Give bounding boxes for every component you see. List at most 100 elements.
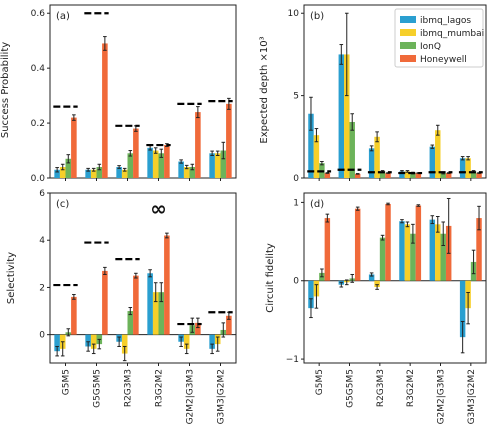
bar-ionq-r3g2m2 bbox=[158, 292, 165, 335]
bar-ionq-g5g5m5 bbox=[349, 121, 355, 178]
bar-honeywell-r3g2m2 bbox=[164, 145, 170, 178]
bar-ibmq-lagos-r2g3m3 bbox=[116, 167, 122, 178]
y-tick-label: 0 bbox=[293, 174, 299, 184]
bar-ibmq-mumbai-g5g5m5 bbox=[344, 54, 350, 178]
bar-ibmq-lagos-g2m2-g3m3 bbox=[429, 219, 436, 281]
y-axis-label: Selectivity bbox=[6, 252, 17, 304]
y-tick-label: 0.4 bbox=[31, 64, 46, 74]
y-tick-label: 5 bbox=[293, 92, 299, 102]
x-tick-label-r2g3m3: R2G3M3 bbox=[124, 369, 134, 407]
bar-ibmq-lagos-g3m3-g2m2 bbox=[459, 158, 466, 178]
bar-ibmq-mumbai-g3m3-g2m2 bbox=[214, 153, 221, 178]
x-tick-label-g5g5m5: G5G5M5 bbox=[93, 369, 103, 408]
y-axis-label: Circuit fidelity bbox=[265, 243, 276, 313]
bar-ibmq-lagos-r3g2m2 bbox=[399, 171, 405, 178]
plot-frame bbox=[49, 4, 237, 179]
bar-ibmq-mumbai-r3g2m2 bbox=[404, 171, 411, 178]
x-tick-label-g3m3-g2m2: G3M3|G2M2 bbox=[467, 369, 477, 424]
bar-honeywell-r3g2m2 bbox=[415, 205, 422, 281]
bar-ibmq-lagos-g5g5m5 bbox=[338, 54, 345, 178]
bar-ionq-g5g5m5 bbox=[96, 167, 103, 178]
bar-ibmq-lagos-g5m5 bbox=[308, 113, 314, 178]
bar-ibmq-mumbai-g5g5m5 bbox=[90, 169, 97, 178]
y-axis-label: Success Probability bbox=[0, 42, 11, 138]
bar-ibmq-mumbai-r2g3m3 bbox=[374, 136, 380, 178]
bar-ionq-r2g3m3 bbox=[127, 153, 134, 178]
bar-ibmq-lagos-r3g2m2 bbox=[147, 273, 153, 335]
legend-label-ibmq-lagos: ibmq_lagos bbox=[420, 16, 471, 26]
bar-honeywell-g5m5 bbox=[71, 296, 77, 335]
bar-ibmq-lagos-g3m3-g2m2 bbox=[209, 153, 215, 178]
bar-ibmq-mumbai-g3m3-g2m2 bbox=[465, 158, 471, 178]
bar-honeywell-g2m2-g3m3 bbox=[195, 322, 201, 335]
bar-honeywell-r2g3m3 bbox=[133, 275, 139, 335]
x-tick-label-r3g2m2: R3G2M2 bbox=[155, 369, 165, 407]
bar-honeywell-g5g5m5 bbox=[354, 208, 361, 281]
y-axis-label: Expected depth ×10³ bbox=[259, 36, 270, 143]
bar-ibmq-mumbai-g5g5m5 bbox=[90, 334, 97, 349]
x-tick-label-g2m2-g3m3: G2M2|G3M3 bbox=[186, 369, 196, 424]
panel-label: (c) bbox=[56, 199, 69, 210]
bar-ionq-r2g3m3 bbox=[379, 171, 386, 178]
bar-ionq-r3g2m2 bbox=[410, 233, 416, 281]
bar-ionq-g2m2-g3m3 bbox=[189, 167, 196, 178]
panel-c: 0 2 4 6 Selectivity (c) ∞ bbox=[6, 189, 237, 366]
x-tick-label-r3g2m2: R3G2M2 bbox=[406, 369, 416, 407]
bar-honeywell-r3g2m2 bbox=[415, 173, 422, 178]
bar-honeywell-g5m5 bbox=[71, 117, 77, 178]
bar-honeywell-g5g5m5 bbox=[102, 270, 108, 335]
bar-ibmq-lagos-r3g2m2 bbox=[399, 221, 405, 281]
bar-honeywell-g3m3-g2m2 bbox=[476, 218, 482, 281]
legend-swatch-honeywell bbox=[400, 55, 416, 62]
plot-frame bbox=[303, 4, 487, 179]
legend-label-ionq: IonQ bbox=[420, 42, 441, 52]
bar-ibmq-lagos-g2m2-g3m3 bbox=[429, 146, 436, 178]
bar-ionq-g2m2-g3m3 bbox=[440, 233, 446, 281]
y-tick-label: 0.6 bbox=[31, 9, 46, 19]
bar-honeywell-r2g3m3 bbox=[385, 173, 391, 178]
bar-ionq-g3m3-g2m2 bbox=[220, 150, 227, 178]
bar-ibmq-mumbai-g2m2-g3m3 bbox=[435, 130, 441, 178]
x-tick-label-g3m3-g2m2: G3M3|G2M2 bbox=[217, 369, 227, 424]
bar-honeywell-g2m2-g3m3 bbox=[445, 173, 452, 178]
bar-ionq-r3g2m2 bbox=[410, 173, 416, 178]
bar-honeywell-g5m5 bbox=[324, 218, 331, 281]
bar-ibmq-lagos-g5m5 bbox=[308, 280, 314, 309]
legend-swatch-ibmq-mumbai bbox=[400, 29, 416, 36]
bar-ibmq-lagos-g3m3-g2m2 bbox=[209, 334, 215, 349]
x-tick-label-g2m2-g3m3: G2M2|G3M3 bbox=[437, 369, 447, 424]
infinity-annotation: ∞ bbox=[150, 197, 167, 221]
panel-b: 0 5 10 Expected depth ×10³ (b) bbox=[259, 4, 487, 184]
plot-frame bbox=[49, 192, 237, 364]
y-tick-label: 1 bbox=[293, 198, 299, 208]
bar-ionq-g5m5 bbox=[65, 158, 72, 178]
bar-ibmq-mumbai-g2m2-g3m3 bbox=[435, 224, 441, 281]
y-tick-label: −1 bbox=[286, 355, 299, 365]
panel-d: −1 0 1 Circuit fidelity (d) bbox=[265, 192, 487, 366]
x-tick-label-g5m5: G5M5 bbox=[62, 369, 72, 395]
y-tick-label: 2 bbox=[39, 283, 45, 293]
y-tick-label: 0 bbox=[293, 277, 299, 287]
bar-ibmq-mumbai-g5m5 bbox=[59, 167, 66, 178]
y-tick-label: 10 bbox=[288, 9, 300, 19]
panel-label: (d) bbox=[310, 199, 324, 210]
bar-ionq-g2m2-g3m3 bbox=[440, 173, 446, 178]
bar-ibmq-lagos-r2g3m3 bbox=[368, 274, 375, 281]
y-tick-label: 0.0 bbox=[31, 174, 46, 184]
bar-ibmq-mumbai-r2g3m3 bbox=[374, 280, 380, 288]
legend-label-ibmq-mumbai: ibmq_mumbai bbox=[420, 29, 484, 39]
x-tick-label-g5m5: G5M5 bbox=[315, 369, 325, 395]
bar-ibmq-mumbai-r2g3m3 bbox=[121, 334, 128, 354]
x-tick-label-r2g3m3: R2G3M3 bbox=[376, 369, 386, 407]
legend-box bbox=[394, 8, 484, 68]
bar-ibmq-mumbai-r2g3m3 bbox=[121, 169, 128, 178]
bar-honeywell-g3m3-g2m2 bbox=[476, 173, 482, 178]
bar-honeywell-g5g5m5 bbox=[102, 43, 108, 178]
bar-honeywell-g3m3-g2m2 bbox=[226, 103, 232, 178]
panel-a: 0.0 0.2 0.4 0.6 Success Probability (a) bbox=[0, 4, 237, 184]
bar-ibmq-lagos-g2m2-g3m3 bbox=[178, 161, 184, 178]
bar-ionq-g3m3-g2m2 bbox=[470, 171, 477, 178]
bar-ibmq-mumbai-r3g2m2 bbox=[404, 224, 411, 281]
bar-ionq-r3g2m2 bbox=[158, 153, 165, 178]
